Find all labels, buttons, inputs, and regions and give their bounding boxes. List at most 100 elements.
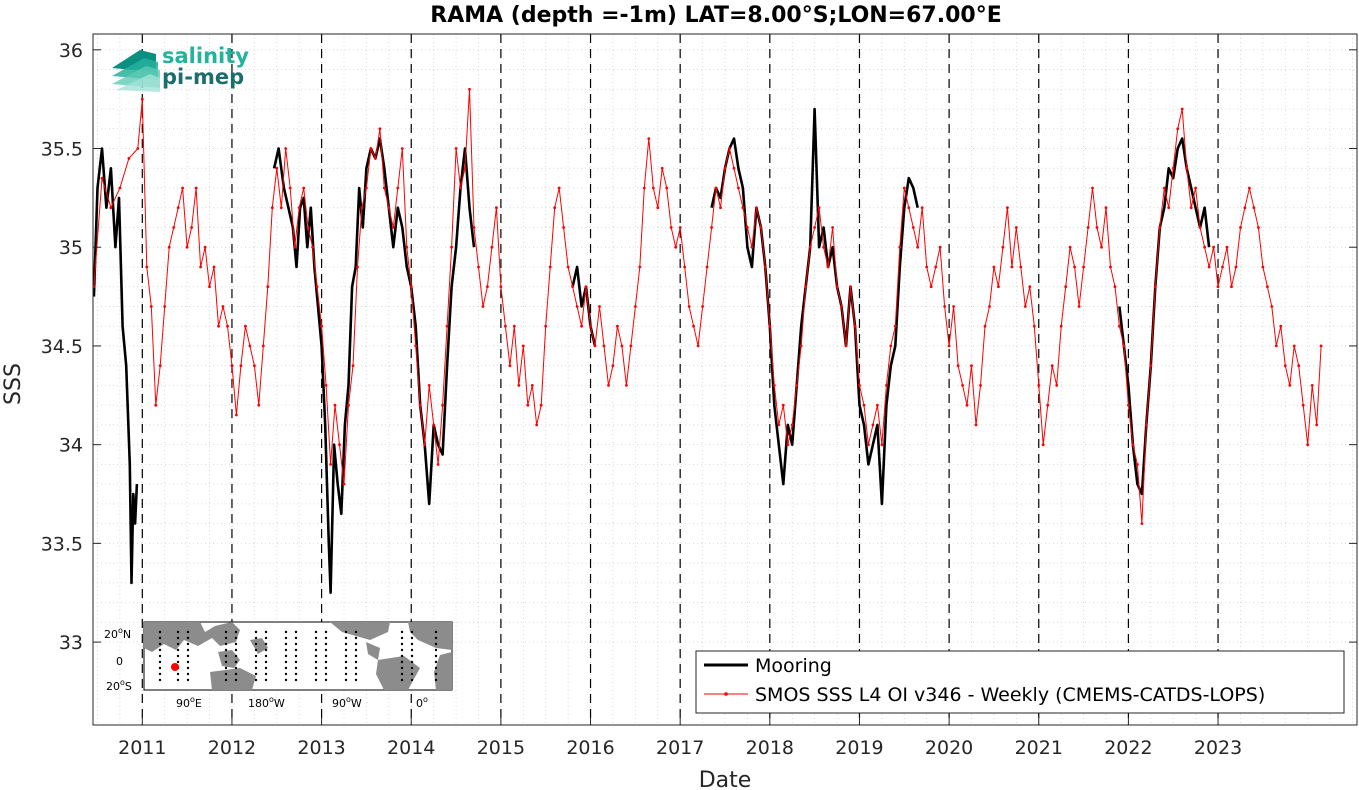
smos-data-point <box>665 186 669 190</box>
inset-station-dot <box>234 660 238 664</box>
inset-station-dot <box>254 630 258 634</box>
smos-data-point <box>1221 265 1224 269</box>
inset-station-dot <box>434 636 438 640</box>
smos-data-point <box>669 226 673 229</box>
smos-data-point <box>1301 403 1305 407</box>
smos-data-point <box>548 265 552 269</box>
smos-data-point <box>1176 127 1180 131</box>
smos-data-point <box>602 344 606 348</box>
smos-data-point <box>808 245 812 249</box>
smos-data-point <box>723 166 727 170</box>
smos-data-point <box>1283 364 1287 368</box>
smos-data-point <box>898 245 902 249</box>
chart-title: RAMA (depth =-1m) LAT=8.00°S;LON=67.00°E <box>430 3 1001 28</box>
inset-map: 20oN 0 20oS 90oE 180oW 90oW 0o <box>104 621 453 710</box>
inset-station-dot <box>354 648 358 652</box>
inset-station-dots <box>158 630 438 682</box>
inset-station-dot <box>410 666 414 670</box>
inset-station-dot <box>434 654 438 658</box>
smos-data-point <box>876 403 879 407</box>
inset-station-dot <box>434 678 438 682</box>
smos-data-point <box>508 364 512 368</box>
smos-data-point <box>593 344 597 348</box>
smos-data-point <box>450 245 453 249</box>
x-axis-label: Date <box>699 768 752 790</box>
inset-lon-label-90e: 90oE <box>176 695 202 710</box>
smos-data-point <box>710 226 713 229</box>
smos-data-point <box>634 305 637 308</box>
inset-station-dot <box>186 678 190 682</box>
smos-data-point <box>1189 206 1193 210</box>
smos-data-point <box>360 206 364 210</box>
smos-data-point <box>589 324 592 328</box>
inset-station-dot <box>224 648 228 652</box>
smos-data-point <box>338 443 341 447</box>
smos-data-point <box>1257 226 1260 229</box>
legend-smos-label: SMOS SSS L4 OI v346 - Weekly (CMEMS-CATD… <box>755 684 1265 706</box>
inset-station-dot <box>176 636 180 640</box>
inset-station-dot <box>158 666 162 670</box>
smos-data-point <box>158 364 162 368</box>
logo-line2: pi-mep <box>162 65 244 89</box>
smos-data-point <box>486 285 489 289</box>
smos-data-point <box>737 186 740 190</box>
smos-data-point <box>297 206 301 210</box>
smos-data-point <box>625 384 628 387</box>
inset-station-dot <box>234 654 238 658</box>
smos-data-point <box>1113 285 1117 289</box>
smos-data-point <box>714 186 718 190</box>
smos-data-point <box>427 384 431 387</box>
smos-data-point <box>907 206 911 210</box>
inset-station-dot <box>176 660 180 664</box>
inset-station-dot <box>224 642 228 646</box>
smos-data-point <box>943 305 946 308</box>
smos-data-point <box>835 285 839 289</box>
inset-station-dot <box>354 654 358 658</box>
smos-data-point <box>454 147 458 150</box>
smos-data-point <box>1006 206 1009 210</box>
smos-data-point <box>772 384 776 387</box>
inset-station-dot <box>264 660 268 664</box>
inset-station-dot <box>324 630 328 634</box>
smos-data-point <box>145 265 149 269</box>
inset-station-dot <box>176 678 180 682</box>
smos-data-point <box>342 482 346 486</box>
smos-data-point <box>1234 265 1238 269</box>
x-tick-label: 2015 <box>477 737 525 759</box>
smos-data-point <box>1073 265 1076 269</box>
smos-data-point <box>822 245 825 249</box>
x-tick-label: 2011 <box>118 737 166 759</box>
smos-data-point <box>1068 245 1072 249</box>
smos-data-point <box>275 166 279 170</box>
inset-station-dot <box>400 654 404 658</box>
inset-station-dot <box>354 660 358 664</box>
smos-data-point <box>1212 245 1215 249</box>
smos-data-point <box>620 344 624 348</box>
smos-data-point <box>692 324 695 328</box>
inset-station-dot <box>324 666 328 670</box>
inset-station-dot <box>264 672 268 676</box>
smos-data-point <box>136 147 140 150</box>
inset-station-dot <box>284 648 288 652</box>
smos-data-point <box>217 324 220 328</box>
smos-data-point <box>746 226 749 229</box>
smos-data-point <box>867 443 870 447</box>
inset-station-dot <box>186 654 190 658</box>
x-tick-label: 2012 <box>208 737 256 759</box>
inset-station-dot <box>176 672 180 676</box>
smos-data-point <box>1230 285 1233 289</box>
inset-station-dot <box>344 642 348 646</box>
inset-station-dot <box>186 636 190 640</box>
smos-data-point <box>974 423 978 427</box>
smos-data-point <box>795 384 799 387</box>
inset-station-dot <box>410 648 414 652</box>
salinity-pimep-logo: salinity pi-mep <box>112 44 249 92</box>
inset-station-dot <box>284 660 288 664</box>
smos-data-point <box>1010 265 1014 269</box>
inset-station-dot <box>344 636 348 640</box>
smos-data-point <box>983 324 987 328</box>
smos-data-point <box>203 245 207 249</box>
smos-data-point <box>1122 344 1126 348</box>
smos-data-point <box>329 463 332 466</box>
inset-station-dot <box>314 678 318 682</box>
